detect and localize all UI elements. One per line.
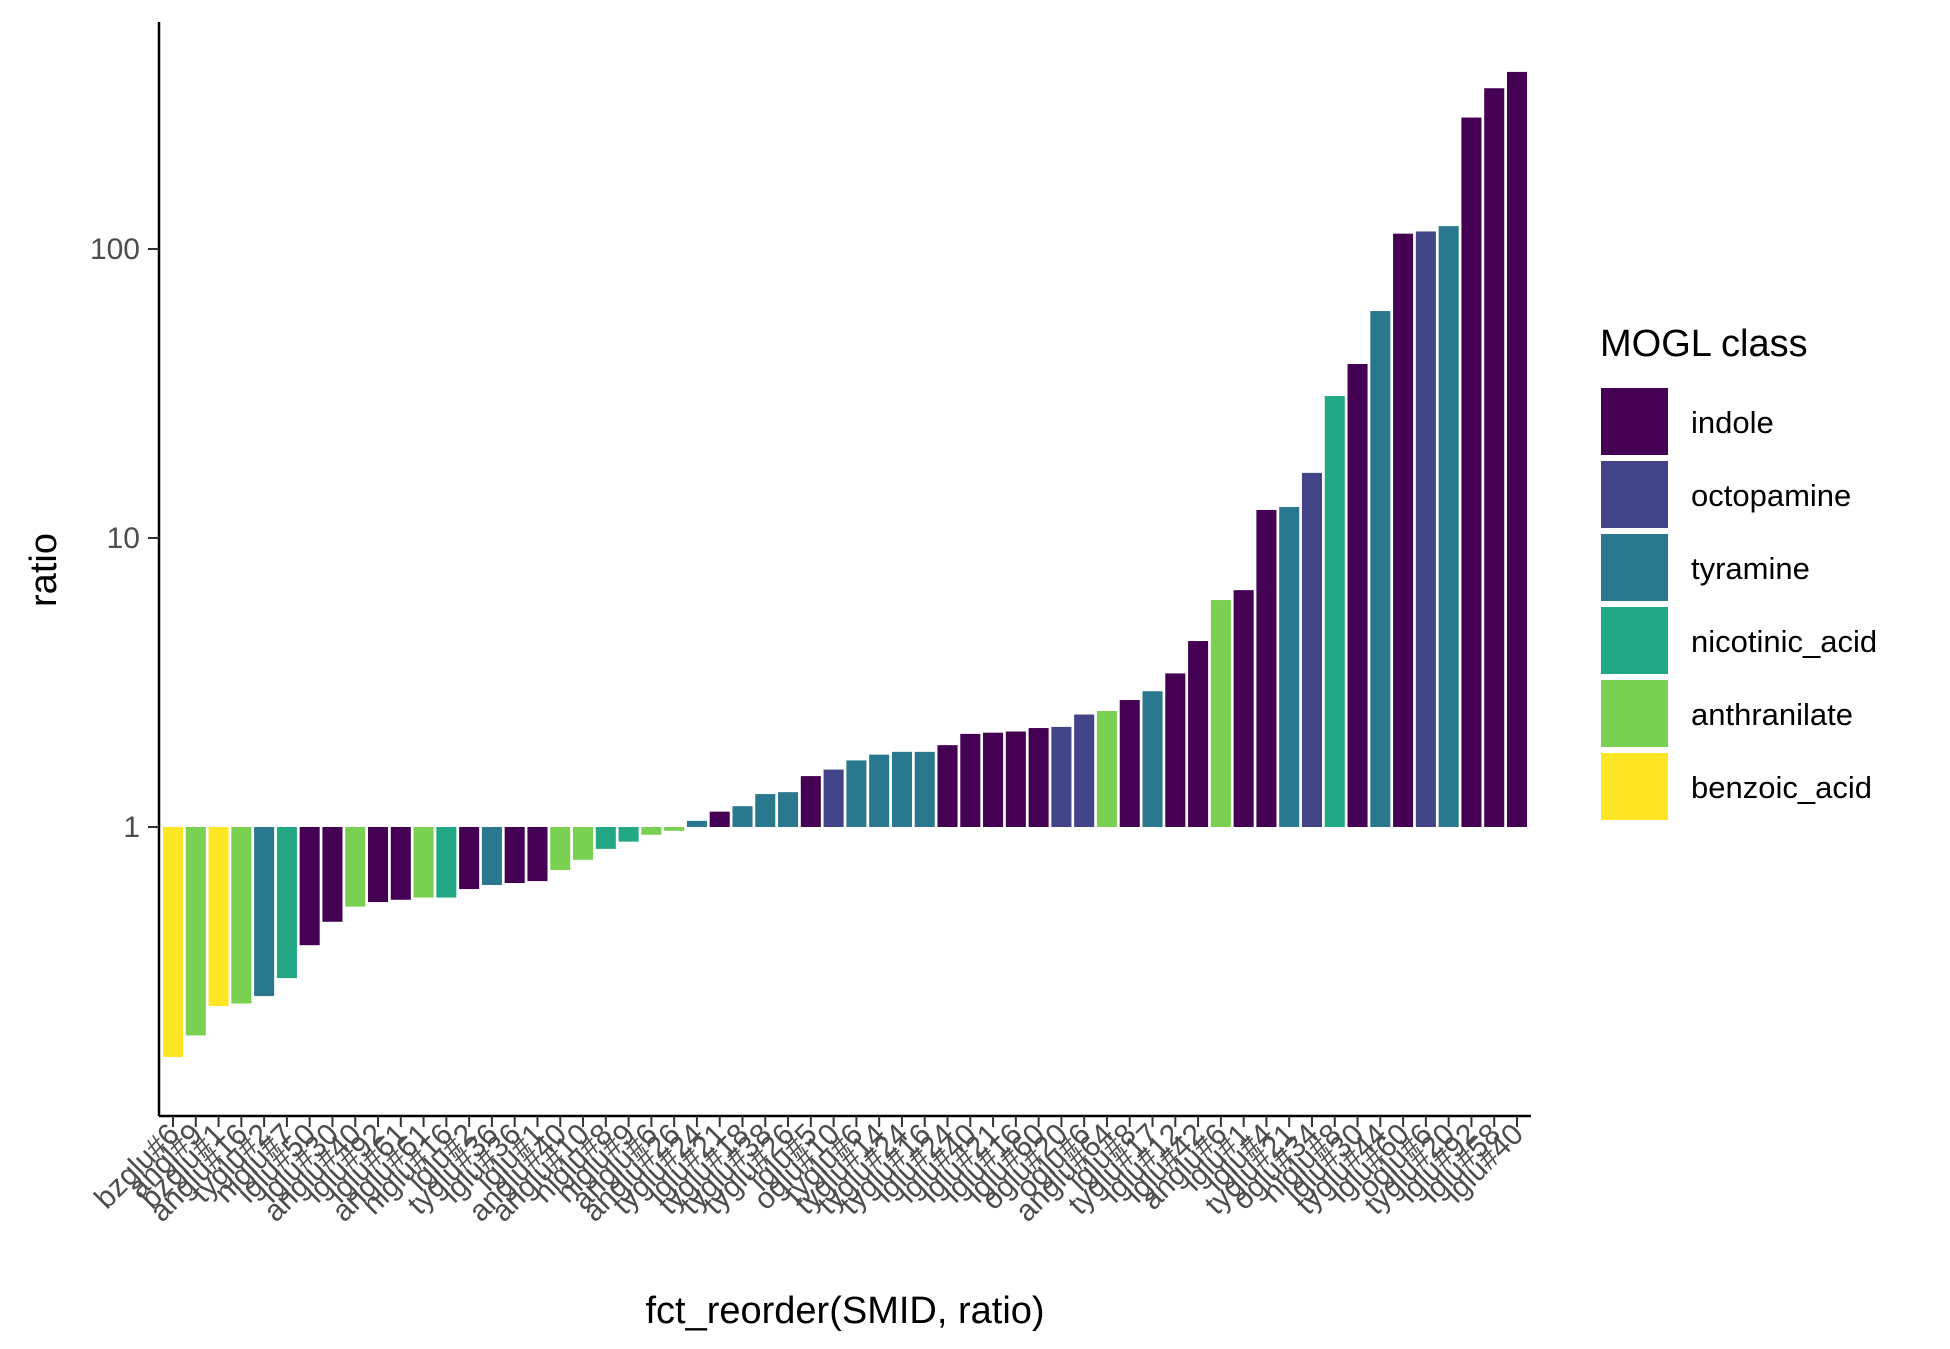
bar xyxy=(436,827,457,898)
bar xyxy=(983,732,1004,827)
bar xyxy=(595,827,616,849)
bar xyxy=(891,751,912,827)
legend-label: octopamine xyxy=(1691,478,1851,513)
bar xyxy=(1256,509,1277,827)
legend-label: indole xyxy=(1691,405,1774,440)
bar xyxy=(960,733,981,827)
bar xyxy=(459,827,480,890)
legend-label: tyramine xyxy=(1691,551,1810,586)
bar xyxy=(322,827,343,922)
legend-key xyxy=(1601,680,1668,747)
bar xyxy=(937,745,958,827)
bar xyxy=(1028,728,1049,827)
bar xyxy=(276,827,297,979)
bar xyxy=(1165,673,1186,827)
bar xyxy=(641,827,662,835)
bar xyxy=(1438,226,1459,827)
bar xyxy=(390,827,411,900)
bar xyxy=(1415,231,1436,827)
bar xyxy=(1005,731,1026,827)
bar xyxy=(1393,233,1414,827)
y-axis-title: ratio xyxy=(23,533,65,607)
bar xyxy=(664,827,685,831)
y-tick-label: 100 xyxy=(90,233,140,266)
bar xyxy=(367,827,389,903)
bar xyxy=(299,827,320,946)
legend-key xyxy=(1601,534,1668,601)
legend-key xyxy=(1601,461,1668,528)
bar xyxy=(1233,590,1254,827)
bar xyxy=(1347,364,1368,827)
legend: MOGL class indole octopamine tyramine nicot… xyxy=(1600,323,1877,820)
legend-label: benzoic_acid xyxy=(1691,770,1872,805)
bar xyxy=(481,827,502,885)
bar xyxy=(231,827,252,1004)
legend-key xyxy=(1601,607,1668,674)
bar xyxy=(550,827,571,870)
bar xyxy=(1142,691,1163,827)
bar xyxy=(345,827,366,907)
bar xyxy=(185,827,206,1036)
bar xyxy=(1051,726,1072,827)
bar xyxy=(686,820,707,827)
bar xyxy=(413,827,434,898)
bars-group xyxy=(162,71,1528,1058)
legend-key xyxy=(1601,388,1668,455)
bar xyxy=(778,792,799,827)
bar xyxy=(618,827,639,842)
y-tick-label: 1 xyxy=(123,811,140,844)
bar xyxy=(869,754,890,827)
legend-key xyxy=(1601,753,1668,820)
bar xyxy=(800,776,821,827)
bar xyxy=(1210,600,1231,827)
bar xyxy=(254,827,275,997)
bar xyxy=(709,811,730,827)
y-axis: 1 10 100 xyxy=(90,22,161,1116)
bar xyxy=(1119,700,1140,827)
bar xyxy=(823,769,844,827)
bar xyxy=(1484,88,1505,828)
bar xyxy=(846,760,867,827)
bar xyxy=(504,827,525,884)
bar xyxy=(1461,117,1482,828)
bar xyxy=(1301,472,1323,827)
bar xyxy=(1188,641,1209,827)
bar xyxy=(1074,714,1095,827)
legend-label: anthranilate xyxy=(1691,697,1853,732)
bar xyxy=(1096,711,1117,827)
legend-label: nicotinic_acid xyxy=(1691,624,1877,659)
bar xyxy=(914,751,935,827)
x-axis: bzglu#6angl#9bzglu#1anglu#16tyglu#2niglu… xyxy=(88,1114,1531,1228)
y-tick-label: 10 xyxy=(107,522,140,555)
bar xyxy=(732,806,753,827)
legend-title: MOGL class xyxy=(1600,323,1808,365)
bar xyxy=(527,827,548,882)
bar xyxy=(162,827,184,1058)
bar xyxy=(573,827,594,860)
bar xyxy=(208,827,229,1007)
bar xyxy=(1279,507,1300,827)
x-axis-title: fct_reorder(SMID, ratio) xyxy=(645,1290,1044,1332)
bar xyxy=(1506,71,1528,827)
bar xyxy=(1324,396,1345,827)
bar xyxy=(1370,311,1391,827)
bar xyxy=(755,794,776,827)
